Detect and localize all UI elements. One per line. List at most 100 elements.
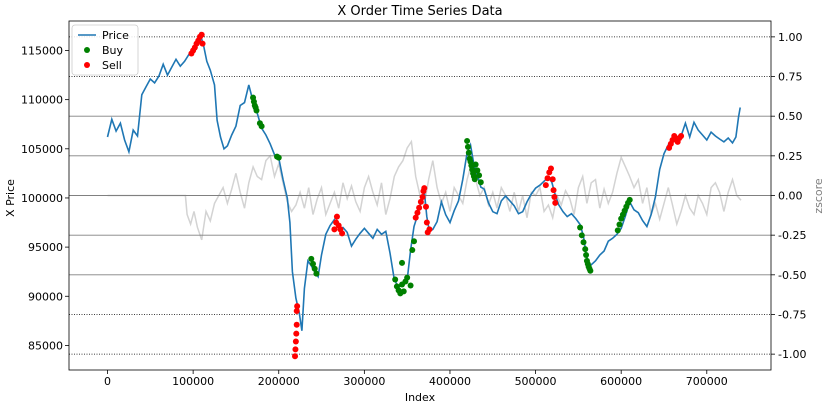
- buy-marker: [477, 179, 484, 186]
- buy-marker: [476, 172, 483, 179]
- sell-marker: [426, 226, 433, 233]
- sell-marker: [293, 330, 300, 337]
- buy-marker: [311, 265, 318, 272]
- y-left-tick-label: 85000: [28, 339, 63, 352]
- y-right-tick-label: 0.00: [778, 190, 803, 203]
- buy-marker: [409, 247, 416, 254]
- buy-marker: [411, 238, 418, 245]
- y-right-tick-label: -0.25: [778, 229, 806, 242]
- sell-marker: [542, 182, 549, 189]
- buy-marker: [626, 196, 633, 203]
- sell-marker: [412, 214, 419, 221]
- sell-marker: [549, 176, 556, 183]
- x-tick-label: 0: [104, 375, 111, 388]
- buy-marker: [400, 288, 407, 295]
- sell-marker: [417, 198, 424, 205]
- y-left-tick-label: 110000: [21, 94, 63, 107]
- sell-marker: [292, 346, 299, 353]
- buy-marker: [275, 154, 282, 161]
- y-left-tick-label: 95000: [28, 241, 63, 254]
- sell-marker: [293, 321, 300, 328]
- buy-marker: [392, 276, 399, 283]
- y-right-tick-label: 0.75: [778, 71, 803, 84]
- buy-marker: [258, 123, 265, 130]
- zscore-line: [107, 139, 742, 241]
- sell-marker: [199, 40, 206, 47]
- chart-title: X Order Time Series Data: [337, 4, 502, 19]
- buy-marker: [583, 251, 590, 258]
- legend-swatch-sell: [84, 62, 90, 68]
- sell-marker: [293, 308, 300, 315]
- x-tick-label: 300000: [343, 375, 385, 388]
- price-line: [106, 31, 741, 331]
- legend-label-sell: Sell: [102, 59, 122, 72]
- sell-marker: [292, 338, 299, 345]
- sell-marker: [198, 31, 205, 38]
- y-left-tick-label: 100000: [21, 192, 63, 205]
- buy-marker: [465, 149, 472, 156]
- x-tick-label: 400000: [429, 375, 471, 388]
- buy-marker: [474, 167, 481, 174]
- buy-marker: [580, 239, 587, 246]
- sell-marker: [547, 165, 554, 172]
- y-left-tick-label: 115000: [21, 44, 63, 57]
- sell-marker: [416, 204, 423, 211]
- legend-label-price: Price: [102, 29, 129, 42]
- sell-marker: [423, 219, 430, 226]
- plot-area: [69, 31, 771, 360]
- x-tick-label: 600000: [600, 375, 642, 388]
- buy-marker: [472, 161, 479, 168]
- y-left-tick-label: 105000: [21, 143, 63, 156]
- y-right-tick-label: 0.25: [778, 150, 803, 163]
- legend: Price Buy Sell: [71, 24, 139, 76]
- buy-marker: [253, 107, 260, 114]
- sell-marker: [678, 133, 685, 140]
- sell-marker: [421, 185, 428, 192]
- y-axis-label-right: zscore: [812, 178, 825, 214]
- sell-marker: [294, 303, 301, 310]
- x-tick-label: 700000: [686, 375, 728, 388]
- sell-marker: [544, 175, 551, 182]
- y-right-tick-label: 1.00: [778, 31, 803, 44]
- x-axis-label: Index: [405, 391, 436, 404]
- sell-marker: [422, 203, 429, 210]
- y-right-tick-label: 0.50: [778, 110, 803, 123]
- sell-marker: [419, 193, 426, 200]
- buy-marker: [309, 260, 316, 267]
- buy-marker: [407, 282, 414, 289]
- sell-marker: [333, 213, 340, 220]
- x-tick-label: 100000: [172, 375, 214, 388]
- sell-marker: [339, 230, 346, 237]
- buy-marker: [616, 221, 623, 228]
- buy-marker: [471, 176, 478, 183]
- sell-marker: [292, 353, 299, 360]
- y-right-tick-label: -1.00: [778, 348, 806, 361]
- buy-marker: [464, 137, 471, 144]
- buy-marker: [578, 232, 585, 239]
- x-tick-label: 200000: [258, 375, 300, 388]
- sell-marker: [331, 226, 338, 233]
- buy-marker: [313, 270, 320, 277]
- buy-marker: [614, 227, 621, 234]
- sell-marker: [552, 199, 559, 206]
- buy-marker: [404, 274, 411, 281]
- sell-marker: [414, 209, 421, 216]
- axes: 0 100000 200000 300000 400000 500000 600000 700…: [21, 20, 806, 388]
- buy-marker: [582, 246, 589, 253]
- legend-label-buy: Buy: [102, 44, 124, 57]
- y-left-tick-label: 90000: [28, 290, 63, 303]
- buy-marker: [587, 267, 594, 274]
- buy-marker: [308, 255, 315, 262]
- legend-swatch-buy: [84, 47, 90, 53]
- y-right-tick-label: -0.75: [778, 308, 806, 321]
- buy-marker: [399, 259, 406, 266]
- y-axis-label-left: X Price: [4, 179, 17, 217]
- sell-marker: [551, 193, 558, 200]
- sell-marker: [550, 187, 557, 194]
- buy-marker: [464, 143, 471, 150]
- y-right-tick-label: -0.50: [778, 269, 806, 282]
- x-tick-label: 500000: [515, 375, 557, 388]
- buy-marker: [577, 224, 584, 231]
